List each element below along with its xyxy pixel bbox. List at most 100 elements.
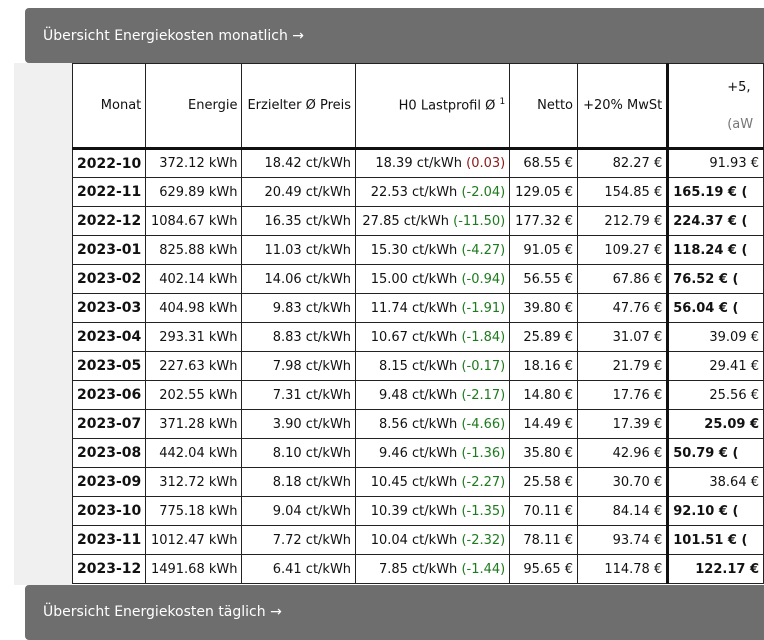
- table-row: 2023-05 227.63 kWh 7.98 ct/kWh 8.15 ct/kWh …: [72, 351, 764, 381]
- cell-energie: 1012.47 kWh: [145, 525, 243, 555]
- cell-h0: 27.85 ct/kWh (-11.50): [355, 206, 511, 236]
- cell-month: 2023-04: [72, 322, 147, 352]
- cell-netto: 129.05 €: [509, 177, 578, 207]
- cell-mwst: 31.07 €: [576, 322, 669, 352]
- monthly-costs-header[interactable]: Übersicht Energiekosten monatlich →: [25, 8, 764, 63]
- cell-h0: 9.46 ct/kWh (-1.36): [355, 438, 511, 468]
- cell-mwst: 21.79 €: [576, 351, 669, 381]
- cell-netto: 91.05 €: [509, 235, 578, 265]
- cell-energie: 775.18 kWh: [145, 496, 243, 526]
- cell-month: 2023-01: [72, 235, 147, 265]
- cell-netto: 70.11 €: [509, 496, 578, 526]
- h0-diff: (-2.04): [461, 184, 506, 200]
- cell-energie: 629.89 kWh: [145, 177, 243, 207]
- h0-value: 22.53 ct/kWh: [370, 184, 458, 200]
- h0-diff: (-4.66): [461, 416, 506, 432]
- cell-energie: 1491.68 kWh: [145, 554, 243, 584]
- cell-plus: 56.04 € (: [666, 293, 764, 323]
- cell-preis: 18.42 ct/kWh: [241, 148, 357, 178]
- h0-diff: (-2.17): [461, 387, 506, 403]
- table-body: 2022-10 372.12 kWh 18.42 ct/kWh 18.39 ct/kW…: [72, 148, 764, 584]
- cell-energie: 404.98 kWh: [145, 293, 243, 323]
- cell-plus: 224.37 € (: [666, 206, 764, 236]
- cell-netto: 14.49 €: [509, 409, 578, 439]
- cell-mwst: 154.85 €: [576, 177, 669, 207]
- cell-mwst: 47.76 €: [576, 293, 669, 323]
- col-header-plus-label: +5,: [727, 79, 751, 95]
- cell-netto: 25.58 €: [509, 467, 578, 497]
- cell-netto: 25.89 €: [509, 322, 578, 352]
- table-row: 2022-10 372.12 kWh 18.42 ct/kWh 18.39 ct/kW…: [72, 148, 764, 178]
- h0-diff: (-11.50): [453, 213, 506, 229]
- h0-diff: (-1.84): [461, 329, 506, 345]
- cell-plus: 92.10 € (: [666, 496, 764, 526]
- cell-mwst: 17.39 €: [576, 409, 669, 439]
- cell-plus: 118.24 € (: [666, 235, 764, 265]
- cell-mwst: 109.27 €: [576, 235, 669, 265]
- cell-netto: 18.16 €: [509, 351, 578, 381]
- cell-energie: 227.63 kWh: [145, 351, 243, 381]
- table-row: 2023-09 312.72 kWh 8.18 ct/kWh 10.45 ct/kWh…: [72, 467, 764, 497]
- cell-preis: 14.06 ct/kWh: [241, 264, 357, 294]
- cell-month: 2022-11: [72, 177, 147, 207]
- cell-energie: 202.55 kWh: [145, 380, 243, 410]
- cell-energie: 371.28 kWh: [145, 409, 243, 439]
- cell-h0: 10.45 ct/kWh (-2.27): [355, 467, 511, 497]
- cell-preis: 9.83 ct/kWh: [241, 293, 357, 323]
- h0-diff: (-4.27): [461, 242, 506, 258]
- cell-h0: 9.48 ct/kWh (-2.17): [355, 380, 511, 410]
- table-row: 2023-03 404.98 kWh 9.83 ct/kWh 11.74 ct/kWh…: [72, 293, 764, 323]
- cell-mwst: 17.76 €: [576, 380, 669, 410]
- table-header-row: Monat Energie Erzielter Ø Preis H0 Lastp…: [72, 63, 764, 150]
- monthly-costs-table-container: Monat Energie Erzielter Ø Preis H0 Lastp…: [72, 63, 764, 585]
- cell-month: 2023-09: [72, 467, 147, 497]
- cell-netto: 35.80 €: [509, 438, 578, 468]
- h0-diff: (0.03): [466, 156, 506, 171]
- h0-diff: (-1.35): [461, 503, 506, 519]
- cell-h0: 8.15 ct/kWh (-0.17): [355, 351, 511, 381]
- daily-costs-header[interactable]: Übersicht Energiekosten täglich →: [25, 585, 764, 640]
- col-header-h0-label: H0 Lastprofil Ø: [398, 98, 496, 114]
- cell-plus: 39.09 €: [666, 322, 764, 352]
- cell-plus: 38.64 €: [666, 467, 764, 497]
- h0-value: 9.48 ct/kWh: [378, 387, 458, 403]
- col-header-preis: Erzielter Ø Preis: [241, 63, 357, 150]
- cell-energie: 402.14 kWh: [145, 264, 243, 294]
- col-header-h0: H0 Lastprofil Ø 1: [355, 63, 511, 150]
- cell-netto: 177.32 €: [509, 206, 578, 236]
- h0-value: 10.39 ct/kWh: [370, 503, 458, 519]
- cell-preis: 16.35 ct/kWh: [241, 206, 357, 236]
- cell-preis: 8.18 ct/kWh: [241, 467, 357, 497]
- table-row: 2023-06 202.55 kWh 7.31 ct/kWh 9.48 ct/kWh …: [72, 380, 764, 410]
- col-header-plus: +5, (aW: [666, 63, 764, 150]
- cell-plus: 76.52 € (: [666, 264, 764, 294]
- cell-preis: 8.10 ct/kWh: [241, 438, 357, 468]
- cell-plus: 91.93 €: [666, 148, 764, 178]
- cell-preis: 7.72 ct/kWh: [241, 525, 357, 555]
- cell-h0: 10.39 ct/kWh (-1.35): [355, 496, 511, 526]
- h0-value: 10.67 ct/kWh: [370, 329, 458, 345]
- cell-plus: 122.17 €: [666, 554, 764, 584]
- cell-h0: 8.56 ct/kWh (-4.66): [355, 409, 511, 439]
- cell-energie: 442.04 kWh: [145, 438, 243, 468]
- cell-plus: 101.51 € (: [666, 525, 764, 555]
- cell-h0: 10.04 ct/kWh (-2.32): [355, 525, 511, 555]
- table-row: 2023-12 1491.68 kWh 6.41 ct/kWh 7.85 ct/kWh…: [72, 554, 764, 584]
- col-header-monat: Monat: [72, 63, 147, 150]
- h0-diff: (-0.17): [461, 358, 506, 374]
- cell-energie: 293.31 kWh: [145, 322, 243, 352]
- h0-value: 9.46 ct/kWh: [378, 445, 458, 461]
- cell-h0: 15.30 ct/kWh (-4.27): [355, 235, 511, 265]
- cell-h0: 22.53 ct/kWh (-2.04): [355, 177, 511, 207]
- cell-plus: 50.79 € (: [666, 438, 764, 468]
- h0-diff: (-1.91): [461, 300, 506, 316]
- cell-month: 2023-12: [72, 554, 147, 584]
- h0-value: 11.74 ct/kWh: [370, 300, 458, 316]
- table-row: 2022-11 629.89 kWh 20.49 ct/kWh 22.53 ct/kW…: [72, 177, 764, 207]
- h0-diff: (-1.44): [461, 561, 506, 577]
- h0-value: 8.15 ct/kWh: [378, 358, 458, 374]
- h0-value: 10.04 ct/kWh: [370, 532, 458, 548]
- table-row: 2022-12 1084.67 kWh 16.35 ct/kWh 27.85 ct/k…: [72, 206, 764, 236]
- cell-energie: 1084.67 kWh: [145, 206, 243, 236]
- cell-preis: 7.31 ct/kWh: [241, 380, 357, 410]
